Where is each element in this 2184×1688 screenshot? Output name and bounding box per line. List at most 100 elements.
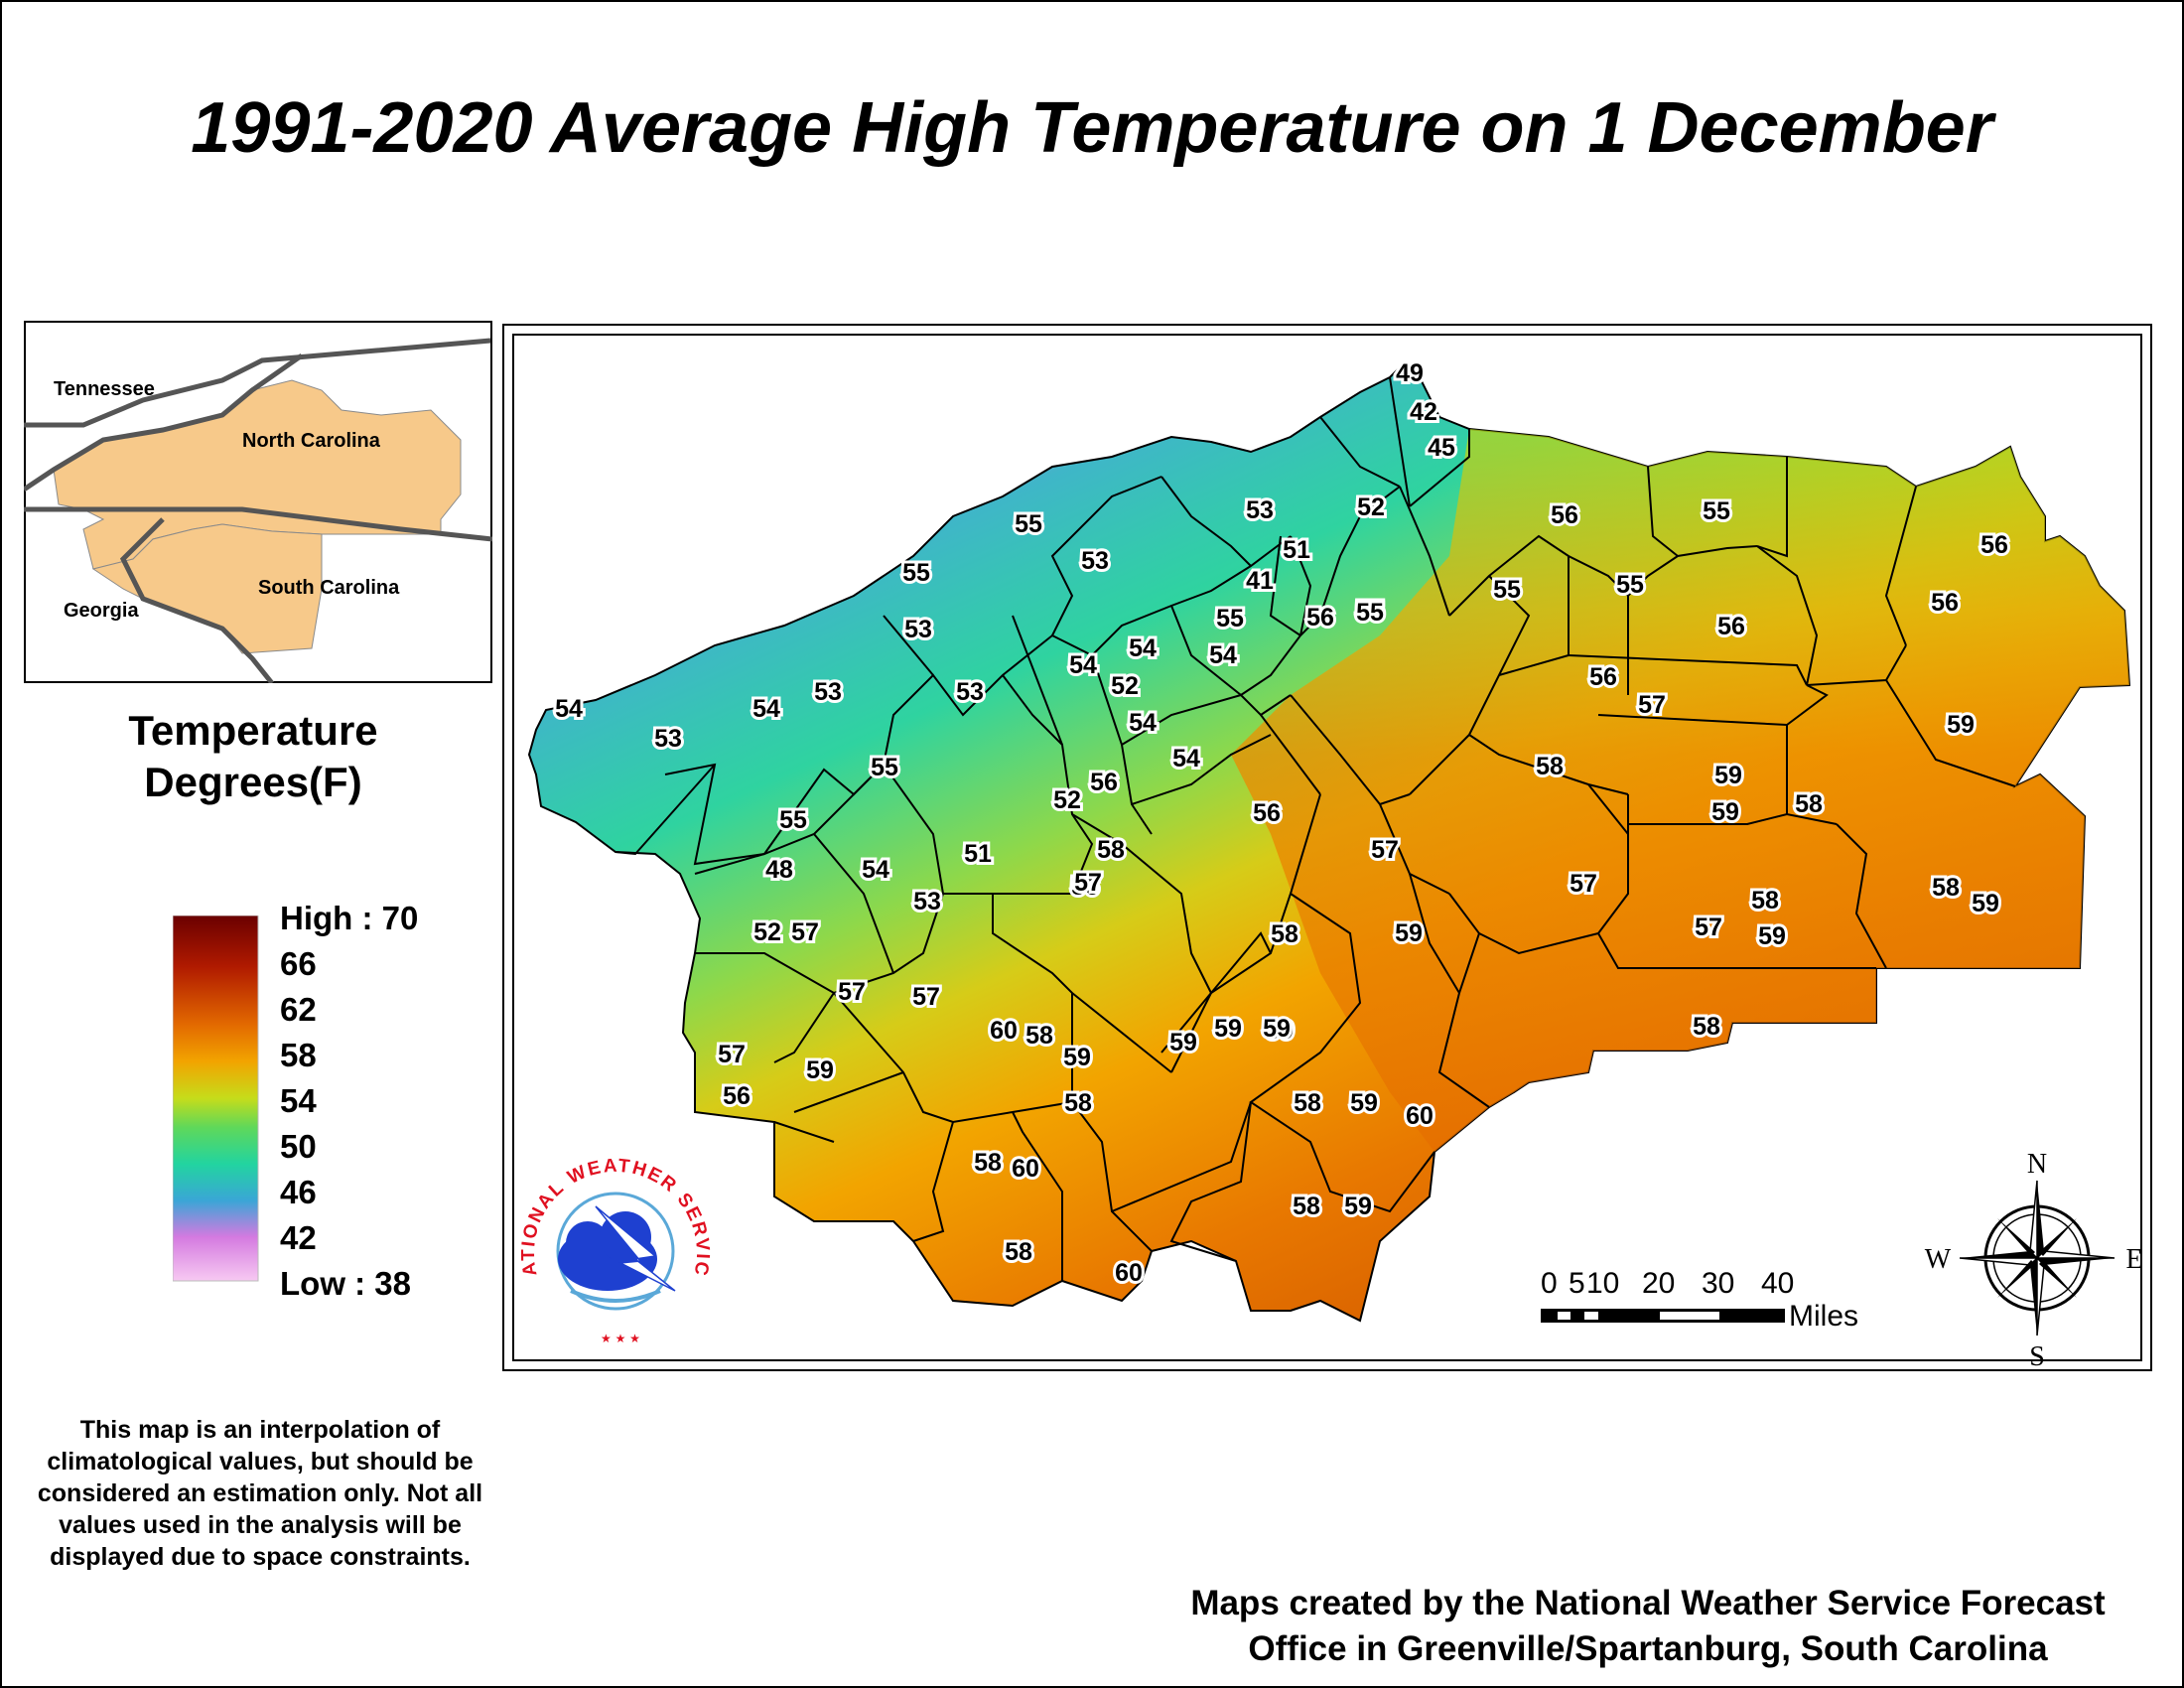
legend-tick: 58: [280, 1037, 317, 1073]
map-value: 58: [1932, 874, 1960, 902]
map-value: 58: [1751, 887, 1779, 914]
map-value: 53: [654, 725, 682, 753]
map-value: 54: [862, 856, 889, 884]
map-value: 56: [1306, 604, 1334, 632]
map-value: 60: [1012, 1155, 1039, 1183]
map-value: 55: [1216, 605, 1244, 633]
map-value: 45: [1428, 434, 1455, 462]
map-value: 57: [912, 983, 940, 1011]
map-value: 53: [904, 616, 932, 643]
map-value: 56: [1717, 613, 1745, 640]
credit-line1: Maps created by the National Weather Ser…: [1190, 1584, 2106, 1622]
map-value: 58: [1536, 753, 1564, 780]
scale-tick: 30: [1702, 1267, 1734, 1300]
map-value: 57: [1371, 836, 1399, 864]
compass-rose: N S W E: [1925, 1149, 2143, 1372]
legend-tick: 54: [280, 1082, 317, 1119]
map-value: 58: [974, 1149, 1002, 1177]
map-value: 58: [1005, 1238, 1032, 1266]
map-value: 57: [838, 978, 866, 1006]
map-value: 51: [964, 840, 992, 868]
ga-sc-border: [119, 517, 274, 683]
map-value: 59: [1972, 890, 1999, 917]
map-value: 57: [1638, 691, 1666, 719]
map-value: 41: [1246, 567, 1274, 595]
map-value: 59: [1711, 798, 1739, 826]
map-value: 51: [1283, 536, 1310, 564]
map-inner-frame: [512, 334, 2142, 1361]
inset-label-north-carolina: North Carolina: [242, 430, 381, 452]
map-value: 53: [814, 678, 842, 706]
map-title: 1991-2020 Average High Temperature on 1 …: [191, 88, 1993, 168]
compass-n: N: [2027, 1149, 2047, 1180]
map-value: 58: [1293, 1193, 1320, 1220]
compass-s: S: [2029, 1341, 2045, 1372]
legend-tick: 62: [280, 991, 317, 1028]
inset-label-tennessee: Tennessee: [54, 378, 155, 400]
map-value: 52: [753, 918, 781, 946]
map-value: 57: [1695, 914, 1722, 941]
map-value: 54: [752, 695, 780, 723]
map-value: 54: [555, 695, 583, 723]
map-value: 58: [1294, 1089, 1321, 1117]
map-value: 52: [1357, 493, 1385, 521]
map-value: 55: [1493, 576, 1521, 604]
map-value: 52: [1053, 786, 1081, 814]
map-value: 56: [1090, 769, 1118, 796]
credit-text: Maps created by the National Weather Ser…: [1102, 1581, 2184, 1672]
legend-tick: 50: [280, 1128, 317, 1165]
map-value: 56: [1980, 531, 2008, 559]
map-value: 54: [1209, 641, 1237, 669]
map-value: 53: [956, 678, 984, 706]
map-value: 55: [779, 806, 807, 834]
map-value: 55: [1356, 599, 1384, 627]
legend-title-line1: Temperature: [128, 707, 378, 754]
map-value: 58: [1025, 1022, 1053, 1050]
map-value: 57: [1074, 869, 1102, 897]
scale-tick: 40: [1761, 1267, 1794, 1300]
map-value: 59: [1063, 1044, 1091, 1071]
scale-tick: 10: [1586, 1267, 1619, 1300]
scale-tick: 20: [1642, 1267, 1675, 1300]
map-value: 56: [1931, 589, 1959, 617]
map-value: 59: [1169, 1029, 1197, 1056]
map-value: 60: [990, 1017, 1018, 1045]
map-value: 60: [1115, 1259, 1143, 1287]
map-value: 56: [723, 1082, 751, 1110]
map-value: 48: [765, 856, 793, 884]
scale-tick: 5: [1569, 1267, 1585, 1300]
map-value: 55: [1356, 597, 1384, 625]
map-value: 57: [791, 918, 819, 946]
map-value: 58: [1097, 836, 1125, 864]
map-value: 52: [1111, 672, 1139, 700]
map-value: 55: [1703, 497, 1730, 525]
map-value: 59: [1758, 922, 1786, 950]
map-value: 54: [1129, 634, 1157, 662]
legend-tick: 42: [280, 1219, 317, 1256]
disclaimer-text: This map is an interpolation of climatol…: [37, 1416, 483, 1571]
map-value: 55: [871, 754, 898, 781]
map-value: 59: [1214, 1015, 1242, 1043]
map-value: 59: [1395, 919, 1423, 947]
map-value: 59: [1344, 1193, 1372, 1220]
legend-color-ramp: [173, 915, 259, 1282]
inset-label-georgia: Georgia: [64, 600, 139, 622]
nc-sc-border: [24, 506, 492, 542]
credit-line2: Office in Greenville/Spartanburg, South …: [1248, 1629, 2048, 1668]
map-value: 55: [902, 559, 930, 587]
map-value: 58: [1064, 1089, 1092, 1117]
map-value: 56: [1551, 501, 1578, 529]
map-value: 42: [1410, 398, 1437, 426]
scale-unit: Miles: [1789, 1300, 1858, 1333]
tn-nc-border: [24, 352, 304, 492]
map-value: 55: [1616, 571, 1644, 599]
legend-tick: 46: [280, 1174, 317, 1210]
compass-w: W: [1925, 1244, 1952, 1275]
map-value: 58: [1271, 920, 1298, 948]
legend-title-line2: Degrees(F): [144, 759, 362, 805]
map-value: 54: [1129, 709, 1157, 737]
scale-tick: 0: [1541, 1267, 1558, 1300]
map-value: 54: [1069, 651, 1097, 679]
legend-low-label: Low : 38: [280, 1265, 412, 1302]
